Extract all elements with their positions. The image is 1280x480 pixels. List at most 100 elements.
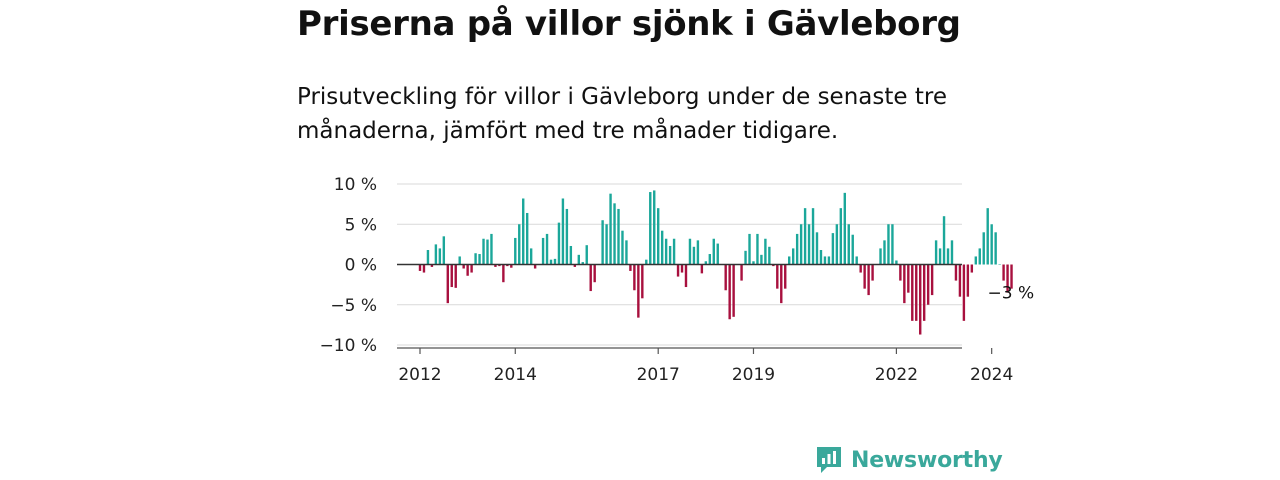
bar	[780, 264, 783, 304]
bar	[653, 190, 656, 265]
bar	[883, 240, 886, 265]
bar	[998, 264, 1001, 265]
bar	[839, 208, 843, 265]
bar	[760, 254, 763, 265]
bar	[645, 259, 648, 265]
bar	[621, 230, 624, 265]
bar	[788, 256, 791, 265]
x-axis: 2012 2014 2017 2019 2022 2024	[397, 347, 1013, 385]
bar	[680, 264, 684, 273]
x-tick-label: 2014	[494, 365, 537, 385]
bar	[823, 256, 827, 265]
x-tick-label: 2024	[970, 365, 1013, 385]
bar	[784, 264, 787, 289]
bar	[641, 264, 644, 299]
bar	[764, 238, 767, 265]
y-tick-label: 10 %	[334, 175, 377, 195]
bar	[799, 224, 803, 265]
bar	[529, 248, 533, 265]
bars	[397, 190, 1013, 335]
bar	[855, 256, 858, 265]
bar	[502, 264, 505, 283]
bar	[795, 233, 799, 265]
y-axis-ticks: 10 % 5 % 0 % −5 % −10 %	[320, 175, 377, 356]
bar	[700, 264, 704, 274]
bar	[1006, 264, 1009, 293]
bar	[470, 264, 473, 273]
bar	[442, 236, 446, 265]
bar	[958, 264, 962, 297]
bar	[974, 256, 977, 265]
bar	[490, 233, 493, 265]
bar	[970, 264, 974, 273]
bar	[482, 238, 485, 265]
bar	[966, 264, 970, 297]
bar	[903, 264, 906, 304]
bar	[664, 238, 668, 265]
bar	[533, 264, 537, 269]
bar	[871, 264, 874, 281]
bar	[573, 264, 577, 267]
bar	[863, 264, 866, 289]
bar	[946, 248, 950, 265]
bar	[934, 240, 938, 265]
bar	[772, 264, 775, 267]
bar	[887, 224, 890, 265]
bar	[506, 264, 509, 267]
newsworthy-logo: Newsworthy	[815, 445, 1003, 475]
bar	[851, 234, 854, 265]
bar	[776, 264, 779, 289]
bar	[926, 264, 930, 305]
bar	[716, 243, 719, 265]
bar	[660, 230, 664, 265]
bar	[454, 264, 457, 288]
bar	[549, 259, 553, 265]
bar	[522, 198, 525, 265]
bar	[895, 260, 898, 265]
bar	[633, 264, 636, 291]
bar	[990, 224, 993, 265]
bar	[954, 264, 958, 281]
y-tick-label: 0 %	[345, 256, 377, 276]
x-tick-label: 2012	[398, 365, 441, 385]
brand-name: Newsworthy	[851, 447, 1003, 473]
bar	[911, 264, 914, 321]
bar	[553, 258, 557, 265]
bar	[827, 256, 831, 265]
bar	[811, 208, 815, 265]
bar	[601, 220, 604, 265]
bar	[609, 193, 612, 265]
bar	[613, 203, 616, 265]
bar	[748, 233, 751, 265]
bar	[510, 264, 513, 268]
bar	[466, 264, 469, 276]
bar	[922, 264, 926, 321]
bar	[732, 264, 735, 317]
bar	[637, 264, 640, 318]
bar	[907, 264, 910, 293]
bar	[899, 264, 902, 281]
bar	[978, 248, 981, 265]
bar	[545, 233, 549, 265]
y-tick-label: −5 %	[330, 296, 377, 316]
bar	[426, 250, 430, 265]
bar	[541, 237, 545, 265]
bar	[692, 246, 696, 265]
bar	[950, 240, 954, 265]
bar	[684, 264, 688, 288]
bar	[831, 233, 835, 265]
bar	[577, 254, 580, 265]
y-tick-label: −10 %	[320, 336, 377, 356]
bar	[676, 264, 680, 277]
bar	[843, 192, 846, 265]
bar	[672, 238, 676, 265]
bar	[557, 222, 561, 265]
gridlines	[397, 183, 962, 346]
bar	[649, 192, 652, 265]
bar	[585, 245, 588, 265]
bar	[486, 239, 489, 265]
bar	[819, 250, 823, 265]
bar	[514, 237, 517, 265]
bar	[617, 208, 620, 265]
